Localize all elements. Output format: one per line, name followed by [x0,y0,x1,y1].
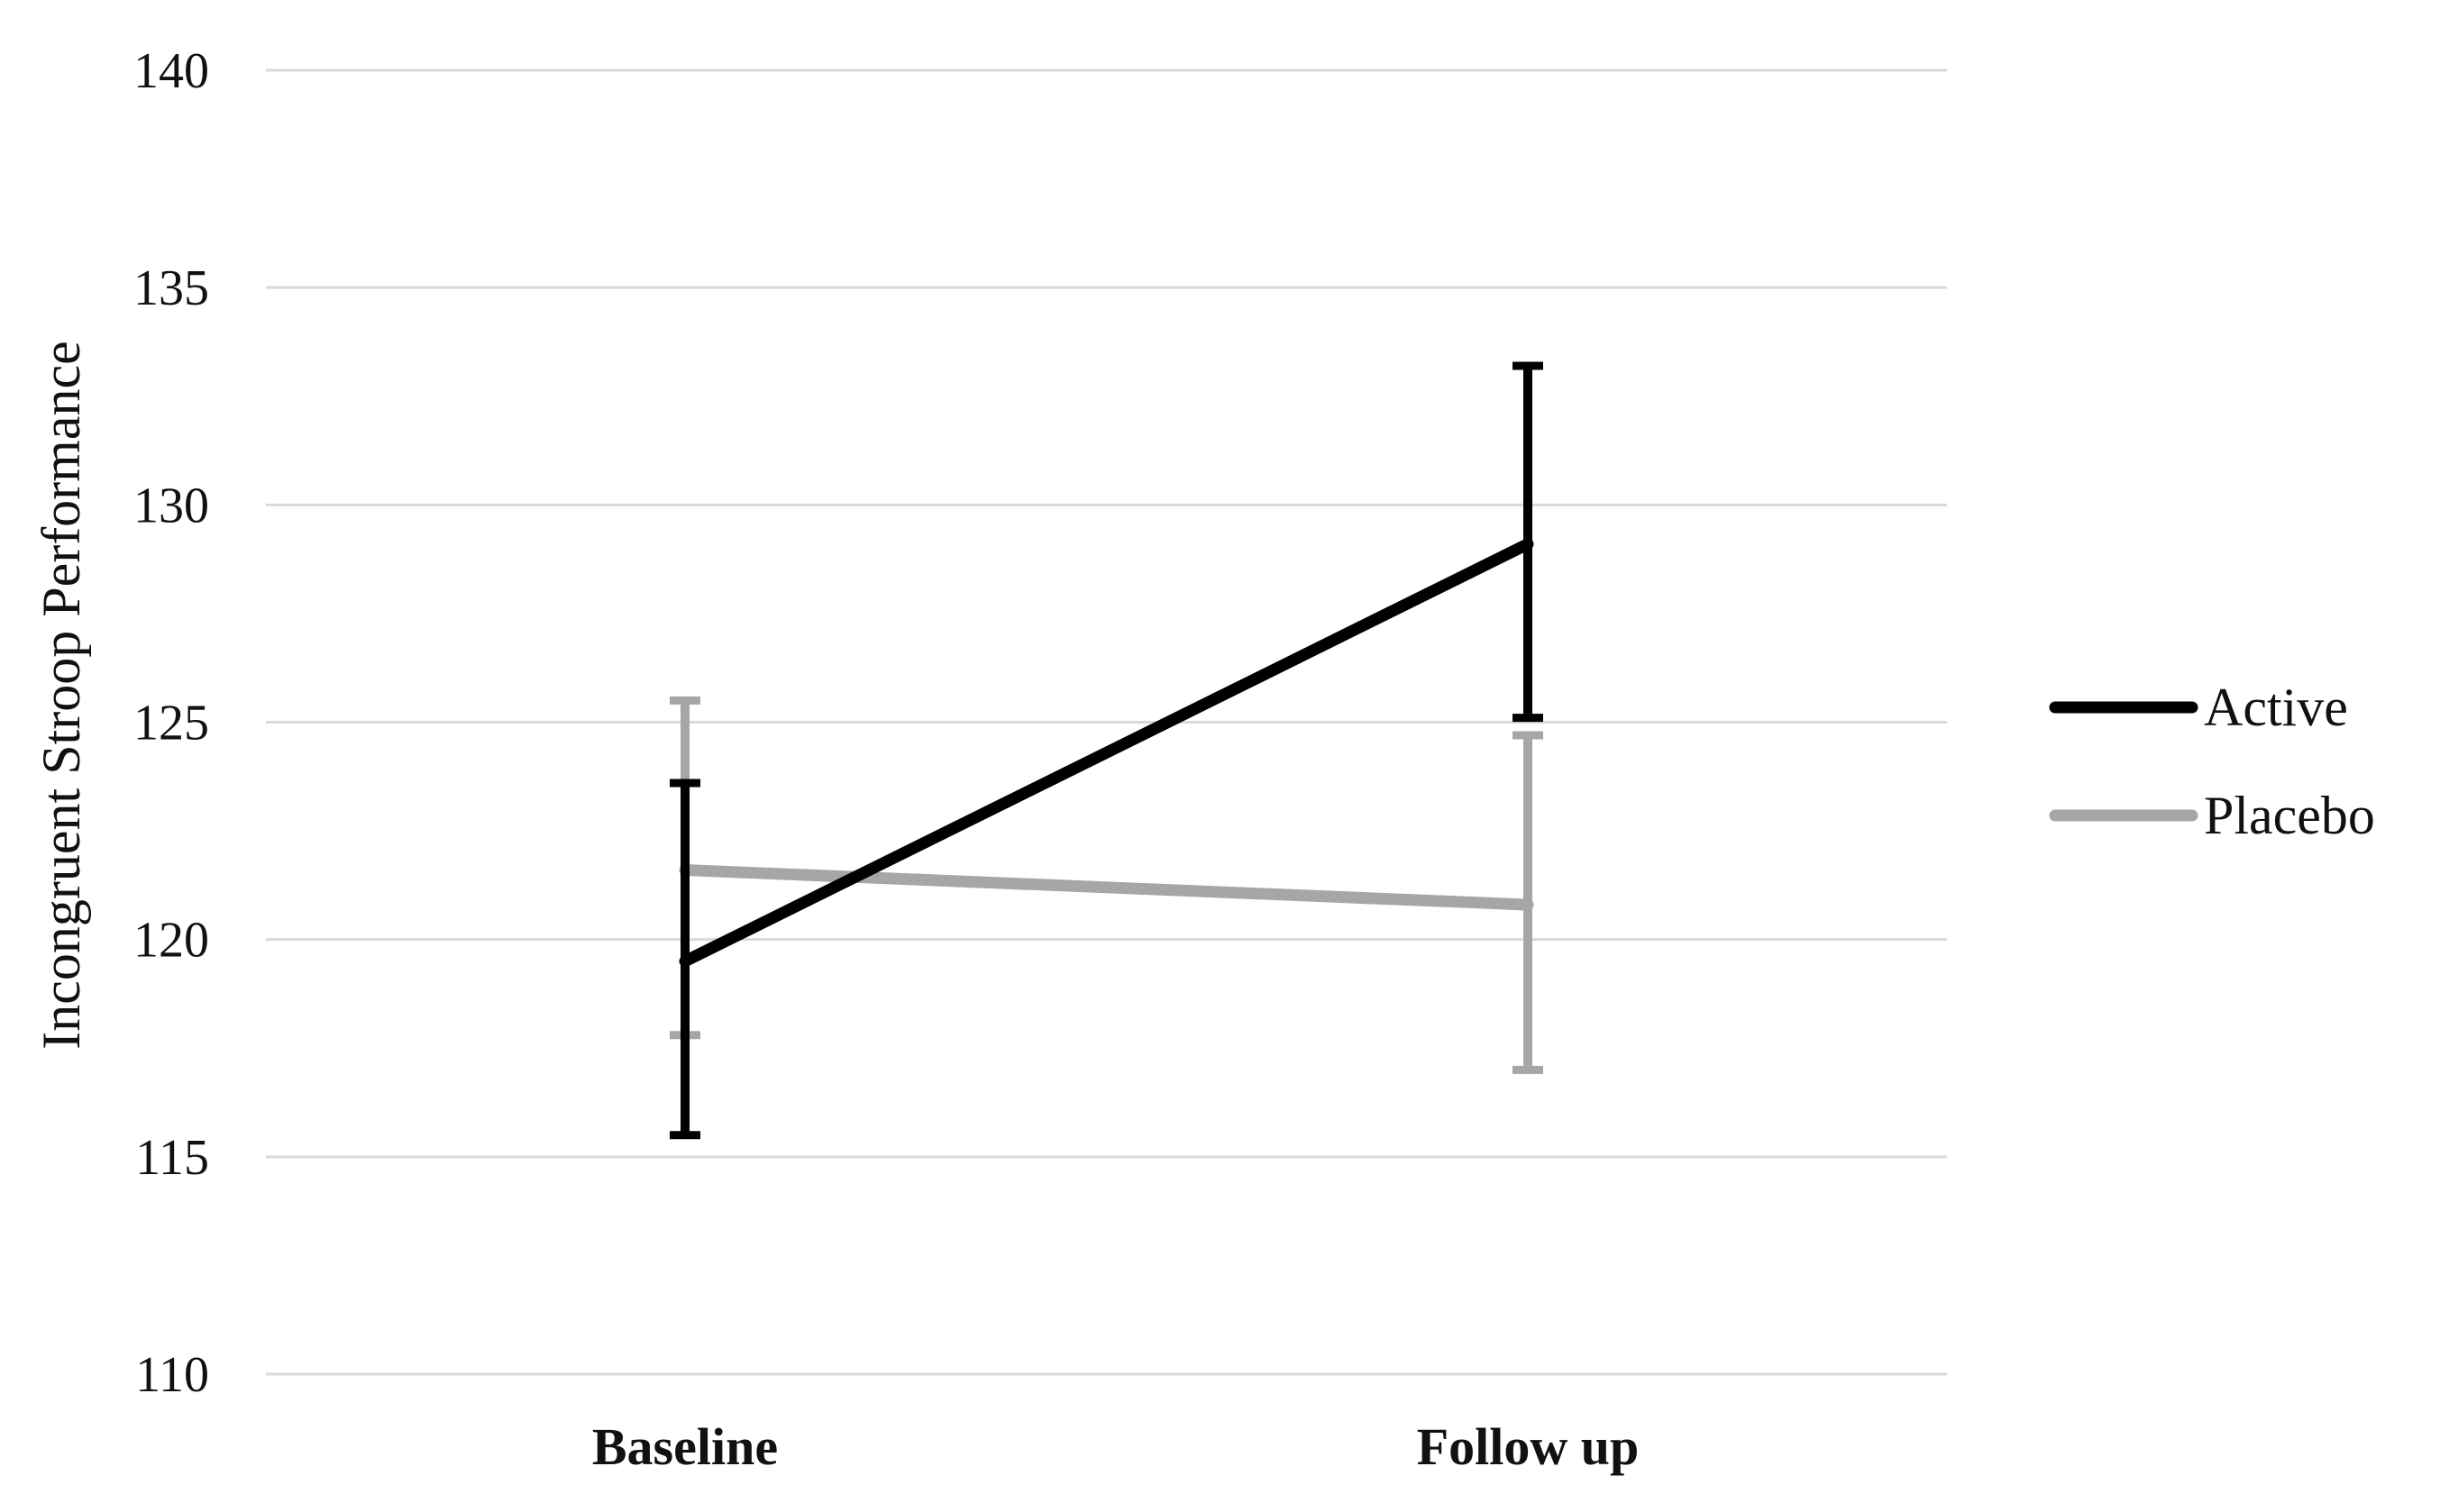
x-category-label: Follow up [1417,1417,1640,1476]
y-tick-label: 140 [133,43,209,99]
legend: Active Placebo [2049,678,2375,845]
y-axis-title: Incongruent Stroop Performance [32,341,91,1049]
y-tick-label: 135 [133,260,209,316]
series-lines [679,538,1534,968]
error-bar-active [1512,361,1543,723]
series-line-placebo [679,863,1534,911]
y-tick-label: 120 [133,913,209,969]
error-bar-placebo [1512,731,1543,1074]
y-tick-label: 115 [135,1130,209,1186]
series-line-active [679,538,1534,968]
error-bars [670,361,1543,1140]
y-axis-ticks: 110 115 120 125 130 135 140 [133,43,209,1403]
legend-label: Placebo [2204,786,2375,845]
y-tick-label: 110 [135,1347,209,1403]
x-axis-categories: Baseline Follow up [592,1417,1639,1476]
gridlines [266,68,1947,1376]
legend-item-placebo: Placebo [2049,786,2375,845]
legend-item-active: Active [2049,678,2348,737]
x-category-label: Baseline [592,1417,778,1476]
y-tick-label: 125 [133,696,209,751]
legend-label: Active [2204,678,2348,737]
y-tick-label: 130 [133,478,209,533]
error-bar-active [670,779,700,1140]
